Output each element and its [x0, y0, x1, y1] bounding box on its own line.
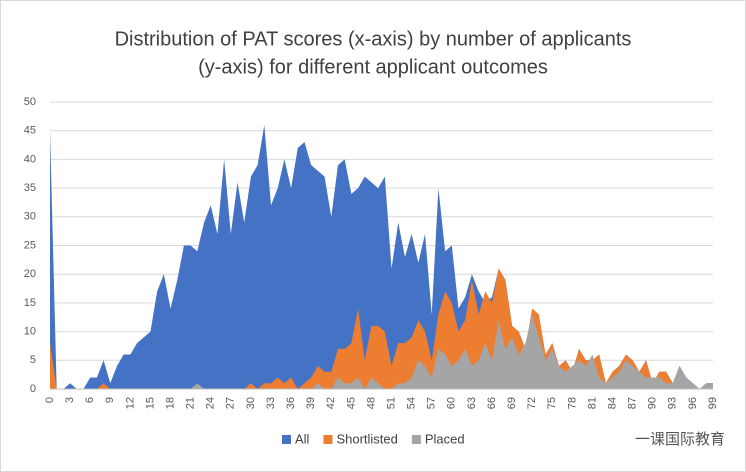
chart-title: Distribution of PAT scores (x-axis) by n… [115, 28, 632, 50]
x-tick-label: 51 [385, 397, 397, 409]
x-tick-label: 45 [345, 397, 357, 409]
legend-label: All [295, 431, 310, 446]
x-tick-label: 93 [667, 397, 679, 409]
y-tick-label: 15 [24, 297, 36, 309]
x-tick-label: 3 [64, 397, 76, 403]
x-tick-label: 99 [707, 397, 719, 409]
y-tick-label: 35 [24, 182, 36, 194]
legend-swatch [411, 435, 421, 444]
x-tick-label: 96 [687, 397, 699, 409]
legend-swatch [323, 435, 333, 444]
x-tick-label: 33 [265, 397, 277, 409]
x-tick-label: 90 [647, 397, 659, 409]
x-tick-label: 15 [144, 397, 156, 409]
area [50, 124, 713, 390]
x-tick-label: 72 [526, 397, 538, 409]
y-tick-label: 20 [24, 268, 36, 280]
x-tick-label: 9 [104, 397, 116, 403]
x-tick-label: 24 [205, 397, 217, 409]
x-tick-label: 60 [446, 397, 458, 409]
legend-swatch [282, 435, 291, 444]
x-tick-label: 30 [245, 397, 257, 409]
x-tick-label: 63 [466, 397, 478, 409]
chart-title: (y-axis) for different applicant outcome… [198, 56, 548, 78]
x-tick-label: 18 [164, 397, 176, 409]
y-tick-label: 45 [24, 125, 36, 137]
x-tick-label: 87 [627, 397, 639, 409]
y-tick-label: 25 [24, 239, 36, 251]
x-tick-label: 27 [225, 397, 237, 409]
area [50, 314, 713, 389]
y-tick-label: 10 [24, 326, 36, 338]
y-tick-label: 0 [30, 383, 36, 395]
y-tick-label: 50 [24, 96, 36, 108]
y-tick-label: 5 [30, 354, 36, 366]
x-tick-label: 54 [406, 397, 418, 409]
x-tick-label: 78 [566, 397, 578, 409]
x-tick-label: 81 [586, 397, 598, 409]
x-tick-label: 48 [365, 397, 377, 409]
legend-label: Placed [425, 431, 465, 446]
x-tick-label: 36 [285, 397, 297, 409]
x-tick-label: 0 [44, 397, 56, 403]
x-tick-label: 42 [325, 397, 337, 409]
legend-label: Shortlisted [336, 431, 397, 446]
x-tick-label: 57 [426, 397, 438, 409]
x-tick-label: 12 [124, 397, 136, 409]
x-tick-label: 66 [486, 397, 498, 409]
x-tick-label: 84 [606, 397, 618, 409]
y-tick-label: 30 [24, 211, 36, 223]
x-tick-label: 6 [84, 397, 96, 403]
x-tick-label: 69 [506, 397, 518, 409]
x-tick-label: 21 [185, 397, 197, 409]
x-tick-label: 75 [546, 397, 558, 409]
watermark: 一课国际教育 [635, 431, 725, 448]
x-tick-label: 39 [305, 397, 317, 409]
y-tick-label: 40 [24, 153, 36, 165]
